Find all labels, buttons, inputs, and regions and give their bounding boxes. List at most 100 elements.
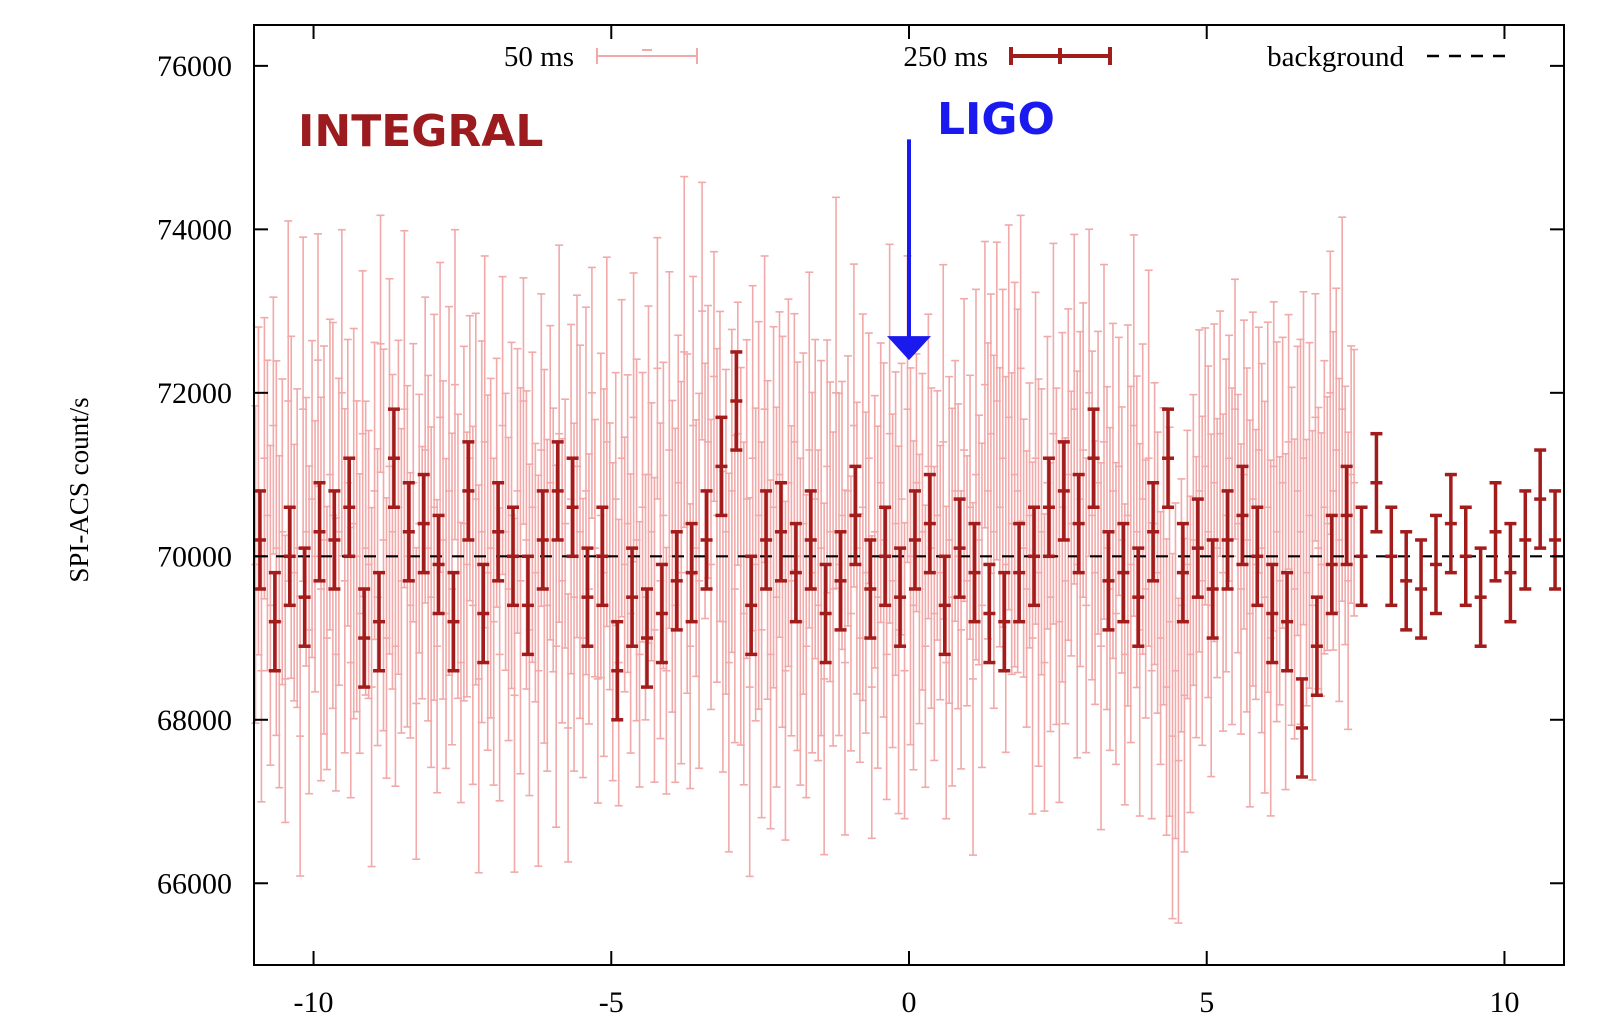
legend-label-background: background	[1267, 41, 1404, 73]
point-250ms	[983, 562, 996, 665]
point-250ms	[447, 570, 460, 673]
point-250ms	[626, 546, 639, 648]
point-250ms	[1251, 505, 1264, 608]
point-250ms	[968, 521, 981, 624]
point-250ms	[1489, 480, 1502, 583]
series-50ms	[251, 175, 1359, 924]
point-250ms	[581, 546, 594, 648]
point-250ms	[1519, 489, 1532, 591]
y-tick-label: 74000	[157, 213, 232, 246]
point-250ms	[596, 505, 609, 608]
point-250ms	[1147, 480, 1160, 583]
legend-label-250ms: 250 ms	[903, 41, 988, 73]
point-250ms	[730, 350, 743, 452]
point-250ms	[1340, 464, 1353, 567]
y-tick-label: 76000	[157, 50, 232, 83]
point-250ms	[834, 530, 847, 632]
point-50ms	[322, 505, 331, 771]
point-50ms	[1144, 269, 1153, 647]
point-50ms	[846, 475, 855, 752]
integral-annotation: INTEGRAL	[298, 106, 543, 157]
point-250ms	[1355, 505, 1368, 608]
point-250ms	[655, 562, 668, 665]
point-250ms	[432, 513, 445, 616]
point-50ms	[662, 546, 671, 795]
point-250ms	[1281, 570, 1294, 673]
point-250ms	[700, 489, 713, 591]
point-250ms	[462, 440, 475, 542]
axis-ticks: -10 -5 0 5 10 66000 68000 70000 72000 74000 76000	[157, 25, 1564, 1019]
point-250ms	[566, 456, 579, 559]
point-50ms	[459, 345, 468, 702]
point-250ms	[1132, 546, 1145, 648]
ligo-arrow	[887, 139, 931, 361]
point-50ms	[1189, 393, 1198, 687]
point-50ms	[1275, 456, 1284, 706]
point-250ms	[1549, 489, 1562, 591]
point-50ms	[861, 411, 870, 734]
point-50ms	[775, 311, 784, 639]
point-250ms	[328, 489, 341, 591]
point-250ms	[507, 505, 520, 608]
point-250ms	[670, 530, 683, 632]
point-250ms	[521, 554, 534, 657]
x-tick-label: -5	[599, 986, 624, 1019]
point-250ms	[1504, 521, 1517, 624]
point-250ms	[387, 407, 400, 510]
legend: 50 ms 250 ms background	[504, 41, 1506, 73]
point-250ms	[1534, 448, 1547, 550]
point-250ms	[1474, 546, 1487, 648]
point-250ms	[536, 489, 549, 591]
point-50ms	[680, 175, 689, 529]
legend-label-50ms: 50 ms	[504, 41, 574, 73]
y-tick-label: 70000	[157, 540, 232, 573]
point-250ms	[908, 489, 921, 591]
point-250ms	[1221, 489, 1234, 591]
x-tick-label: 0	[902, 986, 917, 1019]
point-250ms	[789, 521, 802, 624]
point-250ms	[1206, 538, 1219, 640]
point-250ms	[641, 587, 653, 689]
point-250ms	[1013, 521, 1026, 624]
point-250ms	[611, 619, 624, 722]
point-250ms	[1102, 530, 1115, 632]
point-250ms	[402, 480, 415, 583]
point-250ms	[1370, 431, 1383, 534]
point-50ms	[349, 327, 358, 720]
point-250ms	[1117, 521, 1130, 624]
point-50ms	[772, 406, 781, 788]
point-250ms	[1072, 472, 1085, 575]
point-50ms	[1123, 324, 1132, 707]
point-250ms	[358, 587, 371, 689]
point-50ms	[1126, 385, 1135, 744]
y-tick-label: 72000	[157, 377, 232, 410]
point-250ms	[253, 489, 266, 591]
point-250ms	[283, 505, 296, 608]
y-tick-label: 68000	[157, 704, 232, 737]
point-250ms	[1057, 440, 1070, 542]
point-250ms	[1385, 505, 1398, 608]
point-250ms	[760, 489, 773, 591]
point-50ms	[1040, 513, 1049, 812]
point-250ms	[1459, 505, 1472, 608]
ligo-arrow-head	[887, 336, 931, 361]
y-axis-label: SPI-ACS count/s	[64, 397, 94, 582]
legend-swatch-50ms	[596, 48, 698, 64]
point-250ms	[715, 415, 728, 518]
series-250ms	[253, 350, 1562, 779]
x-tick-label: -10	[294, 986, 334, 1019]
point-250ms	[1400, 530, 1413, 632]
point-250ms	[551, 440, 564, 542]
point-250ms	[343, 456, 356, 559]
legend-swatch-250ms	[1009, 47, 1112, 65]
point-250ms	[1042, 456, 1055, 559]
point-250ms	[1028, 505, 1041, 608]
point-250ms	[1325, 513, 1338, 616]
point-250ms	[1191, 497, 1204, 599]
point-250ms	[477, 562, 490, 665]
point-250ms	[879, 505, 892, 608]
point-250ms	[745, 554, 758, 657]
point-50ms	[251, 404, 260, 724]
point-250ms	[864, 538, 877, 640]
